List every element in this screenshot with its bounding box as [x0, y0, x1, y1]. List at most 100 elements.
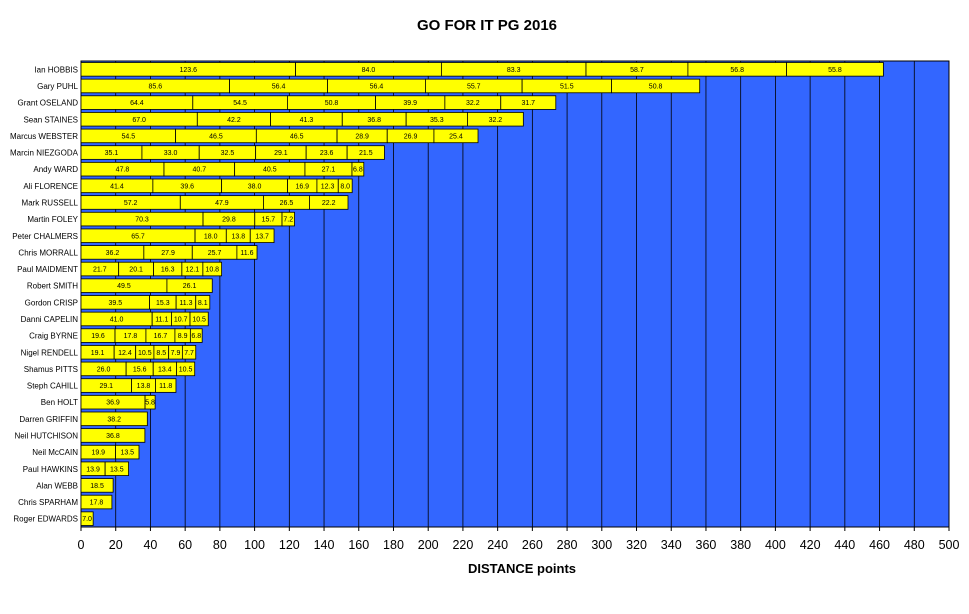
bar-row: 57.2 47.9 26.5 22.2: [80, 195, 349, 210]
category-label: Danni CAPELIN: [21, 315, 79, 324]
bar-segment-label: 49.5: [117, 283, 131, 290]
bar-segment-label: 12.4: [118, 350, 132, 357]
bar-segment-label: 17.8: [90, 500, 104, 507]
bar-segment-label: 12.1: [186, 267, 200, 274]
bar-row: 19.6 17.8 16.7 8.9 6.8: [80, 328, 203, 343]
bar-segment-label: 13.7: [255, 233, 269, 240]
bar-segment-label: 84.0: [362, 67, 376, 74]
bar-row: 36.9 5.8: [80, 394, 156, 410]
bar-segment-label: 26.0: [97, 366, 111, 373]
x-tick-label: 160: [348, 538, 369, 552]
bar-segment: [433, 128, 479, 144]
category-label: Martin FOLEY: [27, 215, 78, 224]
bar-segment-label: 70.3: [135, 217, 149, 224]
x-tick-label: 120: [279, 538, 300, 552]
category-label: Sean STAINES: [23, 115, 78, 124]
category-label: Mark RUSSELL: [22, 198, 79, 207]
bar-row: 17.8: [80, 494, 113, 510]
bar-segment: [195, 295, 211, 310]
bar-segment-label: 40.5: [263, 167, 277, 174]
bar-segment: [176, 361, 196, 377]
bar-segment-label: 6.8: [353, 167, 363, 174]
bar-segment-label: 35.3: [430, 117, 444, 124]
bar-segment: [155, 378, 177, 393]
bar-row: 35.1 33.0 32.5 29.1 23.6 21.5: [80, 145, 385, 160]
bar-segment-label: 16.3: [161, 267, 175, 274]
bar-segment-label: 56.4: [272, 83, 286, 90]
bar-segment-label: 10.7: [174, 316, 188, 323]
bar-segment-label: 85.6: [148, 83, 162, 90]
bar-segment-label: 28.9: [355, 133, 369, 140]
bar-segment-label: 18.5: [90, 483, 104, 490]
bar-segment-label: 26.9: [404, 133, 418, 140]
bar-segment-label: 8.5: [156, 350, 166, 357]
bar-segment-label: 57.2: [124, 200, 138, 207]
bar-segment-label: 12.3: [321, 183, 335, 190]
bar-segment-label: 38.2: [107, 416, 121, 423]
bar-segment: [611, 78, 701, 94]
x-tick-label: 240: [487, 538, 508, 552]
bar-segment-label: 29.1: [99, 383, 113, 390]
x-tick-label: 360: [696, 538, 717, 552]
bar-segment-label: 13.9: [86, 466, 100, 473]
bar-segment-label: 58.7: [630, 67, 644, 74]
bar-segment: [189, 311, 209, 327]
category-label: Andy WARD: [33, 165, 78, 174]
bar-segment: [80, 428, 146, 443]
x-tick-label: 420: [800, 538, 821, 552]
bar-segment-label: 27.1: [322, 167, 336, 174]
bar-segment-label: 39.6: [180, 183, 194, 190]
bar-segment-label: 41.4: [110, 183, 124, 190]
category-label: Darren GRIFFIN: [19, 415, 78, 424]
x-tick-label: 60: [178, 538, 192, 552]
bar-segment-label: 41.3: [300, 117, 314, 124]
bar-segment-label: 18.0: [204, 233, 218, 240]
bar-segment-label: 46.5: [290, 133, 304, 140]
x-tick-label: 500: [939, 538, 960, 552]
bar-segment: [309, 195, 349, 210]
category-label: Peter CHALMERS: [12, 232, 78, 241]
bar-segment-label: 25.4: [449, 133, 463, 140]
x-tick-label: 260: [522, 538, 543, 552]
x-tick-label: 320: [626, 538, 647, 552]
bar-segment-label: 56.8: [730, 67, 744, 74]
bar-segment-label: 36.2: [106, 250, 120, 257]
bar-row: 7.0: [80, 511, 94, 526]
bar-segment-label: 31.7: [521, 100, 535, 107]
bar-segment-label: 25.7: [208, 250, 222, 257]
x-tick-label: 0: [78, 538, 85, 552]
bar-row: 26.0 15.6 13.4 10.5: [80, 361, 196, 377]
bar-segment: [500, 95, 557, 110]
bar-segment-label: 20.1: [129, 267, 143, 274]
bar-segment-label: 54.5: [233, 100, 247, 107]
category-label: Nigel RENDELL: [21, 348, 79, 357]
bar-segment: [144, 394, 156, 410]
bar-segment-label: 10.5: [138, 350, 152, 357]
bar-segment-label: 13.5: [110, 466, 124, 473]
category-label: Gary PUHL: [37, 82, 78, 91]
x-tick-label: 40: [143, 538, 157, 552]
bar-segment-label: 26.5: [280, 200, 294, 207]
bar-segment: [202, 261, 223, 277]
bar-segment-label: 8.0: [340, 183, 350, 190]
category-label: Steph CAHILL: [27, 382, 79, 391]
bar-segment-label: 50.8: [649, 83, 663, 90]
bar-segment: [80, 411, 148, 427]
x-tick-label: 80: [213, 538, 227, 552]
bar-segment-label: 46.5: [209, 133, 223, 140]
bar-segment-label: 8.1: [198, 300, 208, 307]
bar-segment-label: 7.0: [82, 516, 92, 523]
bar-segment-label: 11.3: [179, 300, 192, 307]
category-label: Grant OSELAND: [18, 99, 79, 108]
bar-segment: [104, 461, 129, 476]
category-labels: Ian HOBBIS Gary PUHL Grant OSELAND Sean STA…: [10, 65, 79, 523]
x-tick-label: 200: [418, 538, 439, 552]
bar-segment-label: 54.5: [121, 133, 135, 140]
x-tick-label: 440: [834, 538, 855, 552]
bar-segment-label: 15.6: [133, 366, 147, 373]
category-label: Marcus WEBSTER: [10, 132, 78, 141]
bar-row: 13.9 13.5: [80, 461, 129, 476]
x-tick-label: 400: [765, 538, 786, 552]
bar-segment-label: 36.8: [367, 117, 381, 124]
bar-segment-label: 35.1: [105, 150, 119, 157]
